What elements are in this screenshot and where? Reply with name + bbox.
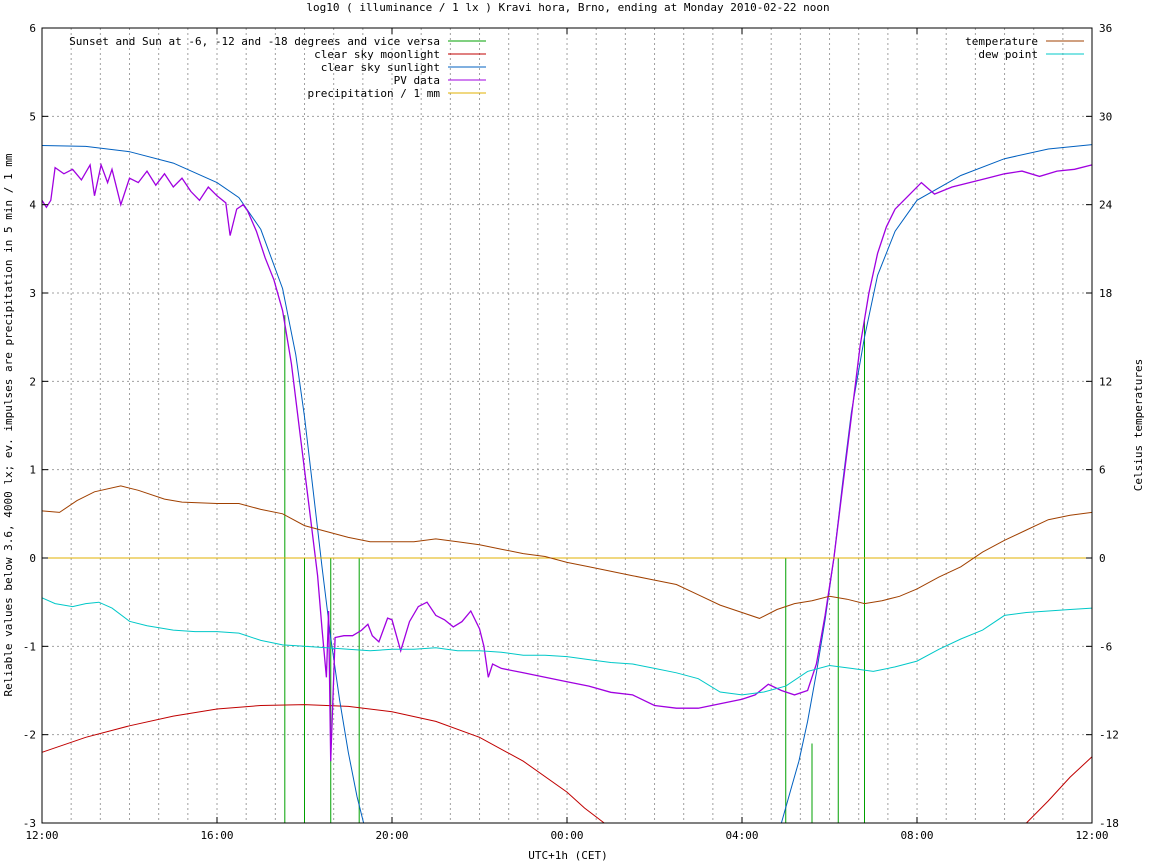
x-tick-label: 20:00 — [375, 829, 408, 842]
y2-tick-label: -18 — [1099, 817, 1119, 830]
y2-tick-label: -6 — [1099, 640, 1112, 653]
series-line — [41, 162, 1093, 762]
y-tick-label: 4 — [29, 199, 36, 212]
x-tick-label: 00:00 — [550, 829, 583, 842]
y-axis-label: Reliable values below 3.6, 4000 lx; ev. … — [2, 153, 15, 696]
series-line — [41, 485, 1093, 619]
series-pv-data — [41, 162, 1093, 762]
x-tick-label: 12:00 — [25, 829, 58, 842]
series-sunset-and-sun-at-6-12-and-18-degrees-and-vice-versa — [284, 315, 865, 823]
legend-label: temperature — [965, 35, 1038, 48]
y-tick-label: -2 — [23, 729, 36, 742]
y2-tick-label: -12 — [1099, 729, 1119, 742]
y2-axis-label: Celsius temperatures — [1132, 359, 1145, 491]
legend-label: precipitation / 1 mm — [308, 87, 441, 100]
y-tick-label: 3 — [29, 287, 36, 300]
y2-tick-label: 6 — [1099, 464, 1106, 477]
legend: Sunset and Sun at -6, -12 and -18 degree… — [69, 35, 1084, 100]
y-tick-label: 6 — [29, 22, 36, 35]
x-tick-label: 12:00 — [1075, 829, 1108, 842]
legend-label: clear sky moonlight — [314, 48, 440, 61]
y2-tick-label: 12 — [1099, 375, 1112, 388]
y-tick-label: 1 — [29, 464, 36, 477]
x-tick-label: 04:00 — [725, 829, 758, 842]
y2-tick-label: 24 — [1099, 199, 1113, 212]
y2-tick-label: 36 — [1099, 22, 1112, 35]
x-tick-label: 16:00 — [200, 829, 233, 842]
y-tick-label: 0 — [29, 552, 36, 565]
x-tick-label: 08:00 — [900, 829, 933, 842]
legend-label: dew point — [978, 48, 1038, 61]
y-tick-label: 2 — [29, 375, 36, 388]
series-dew-point — [41, 597, 1093, 696]
legend-label: clear sky sunlight — [321, 61, 440, 74]
y-tick-label: 5 — [29, 110, 36, 123]
y2-tick-label: 30 — [1099, 110, 1112, 123]
series-temperature — [41, 485, 1093, 619]
legend-label: PV data — [394, 74, 440, 87]
series-line — [41, 597, 1093, 696]
y-tick-label: -3 — [23, 817, 36, 830]
y-tick-label: -1 — [23, 640, 36, 653]
chart-title: log10 ( illuminance / 1 lx ) Kravi hora,… — [306, 1, 829, 14]
x-axis-label: UTC+1h (CET) — [528, 849, 607, 862]
y2-tick-label: 18 — [1099, 287, 1112, 300]
legend-label: Sunset and Sun at -6, -12 and -18 degree… — [69, 35, 440, 48]
y2-tick-label: 0 — [1099, 552, 1106, 565]
